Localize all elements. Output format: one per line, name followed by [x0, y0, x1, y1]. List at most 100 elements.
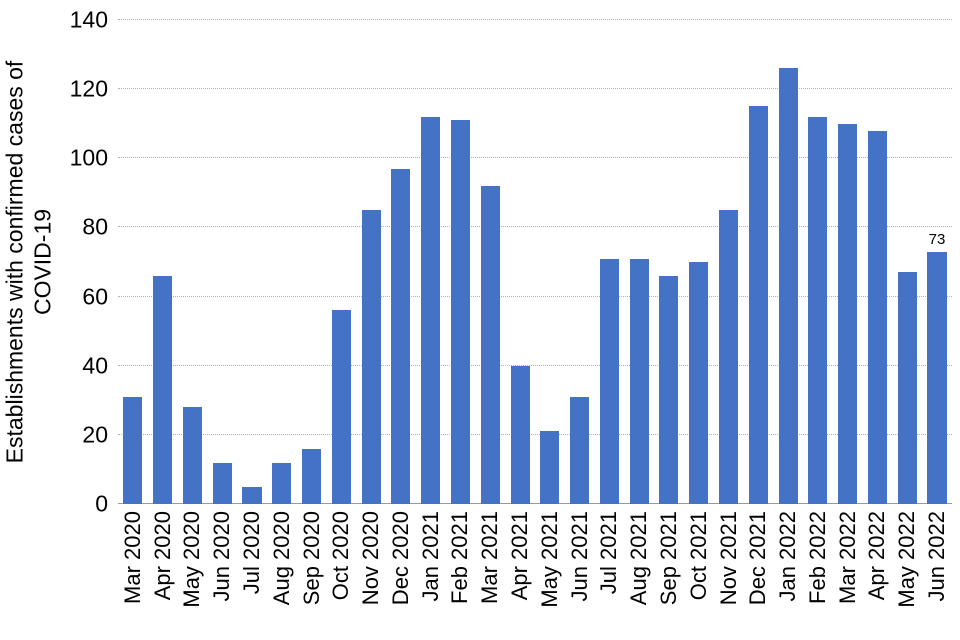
x-tick-cell: Feb 2021: [446, 511, 476, 640]
x-tick-cell: May 2020: [178, 511, 208, 640]
plot-area: 73: [118, 19, 952, 504]
x-tick-cell: Jun 2020: [207, 511, 237, 640]
x-tick-label: May 2020: [179, 511, 205, 608]
bar-column: [773, 20, 803, 504]
x-tick-label: Aug 2021: [626, 511, 652, 606]
x-tick-label: Apr 2020: [149, 511, 175, 601]
x-tick-cell: Dec 2021: [743, 511, 773, 640]
bar-sep-2020: [302, 448, 322, 504]
y-tick-label: 0: [95, 490, 108, 517]
x-tick-cell: Sep 2021: [654, 511, 684, 640]
x-tick-label: Jun 2020: [209, 511, 235, 602]
x-tick-cell: Mar 2022: [833, 511, 863, 640]
bar-may-2022: [897, 272, 917, 504]
x-tick-cell: Nov 2020: [356, 511, 386, 640]
bar-feb-2021: [450, 120, 470, 504]
x-axis-tick-labels: Mar 2020 Apr 2020 May 2020 Jun 2020 Jul 2020…: [118, 504, 952, 640]
x-tick-label: Sep 2021: [655, 511, 681, 606]
x-tick-cell: Apr 2021: [505, 511, 535, 640]
y-tick-label: 60: [82, 283, 108, 310]
x-tick-cell: Nov 2021: [714, 511, 744, 640]
bar-jun-2022: 73: [927, 232, 947, 504]
bar-column: [326, 20, 356, 504]
bar-jan-2022: [778, 68, 798, 504]
x-tick-cell: Oct 2020: [326, 511, 356, 640]
x-tick-cell: May 2021: [535, 511, 565, 640]
bar-mar-2020: [123, 396, 143, 504]
y-axis-title-line: Establishments with confirmed cases of: [1, 60, 28, 464]
x-tick-label: Jul 2020: [239, 511, 265, 595]
bar-column: [118, 20, 148, 504]
bar-jun-2020: [212, 462, 232, 504]
gridlines: [118, 19, 952, 504]
x-tick-cell: Aug 2021: [624, 511, 654, 640]
gridline: [118, 19, 952, 20]
data-label: 73: [928, 230, 946, 248]
bar-column: [595, 20, 625, 504]
x-tick-label: Feb 2021: [447, 511, 473, 604]
x-tick-cell: Feb 2022: [803, 511, 833, 640]
bar-feb-2022: [808, 116, 828, 504]
x-tick-label: Mar 2022: [834, 511, 860, 604]
y-tick-label: 40: [82, 352, 108, 379]
x-tick-label: May 2021: [536, 511, 562, 608]
bar-apr-2021: [510, 365, 530, 504]
y-axis-tick-labels: 0 20 40 60 80 100 120 140: [58, 8, 118, 515]
bar-may-2021: [540, 431, 560, 504]
bar-column: [803, 20, 833, 504]
x-tick-label: Mar 2021: [477, 511, 503, 604]
bar-column: [416, 20, 446, 504]
bar-column: [743, 20, 773, 504]
x-tick-cell: May 2022: [892, 511, 922, 640]
x-tick-cell: Sep 2020: [297, 511, 327, 640]
x-tick-label: Jun 2021: [566, 511, 592, 602]
x-tick-label: Jun 2022: [923, 511, 949, 602]
bar-apr-2022: [867, 130, 887, 504]
x-tick-label: Dec 2020: [387, 511, 413, 606]
bar-jul-2020: [242, 486, 262, 504]
bar-jul-2021: [599, 258, 619, 504]
bar-column: [505, 20, 535, 504]
gridline: [118, 157, 952, 159]
x-tick-label: May 2022: [894, 511, 920, 608]
bar-column: [148, 20, 178, 504]
gridline: [118, 364, 952, 366]
x-tick-cell: Apr 2020: [148, 511, 178, 640]
x-tick-label: Sep 2020: [298, 511, 324, 606]
x-tick-label: Jan 2022: [775, 511, 801, 602]
bar-column: [178, 20, 208, 504]
y-tick-label: 80: [82, 213, 108, 240]
x-tick-cell: Jul 2020: [237, 511, 267, 640]
x-tick-label: Jan 2021: [417, 511, 443, 602]
bar-apr-2020: [153, 275, 173, 504]
bar-column: [714, 20, 744, 504]
bar-nov-2020: [361, 210, 381, 504]
bar-column: [535, 20, 565, 504]
bar-column: [863, 20, 893, 504]
x-tick-cell: Jan 2022: [773, 511, 803, 640]
bar-jun-2021: [570, 396, 590, 504]
x-tick-label: Aug 2020: [268, 511, 294, 606]
gridline: [118, 88, 952, 90]
x-tick-label: Apr 2021: [507, 511, 533, 601]
x-tick-label: Nov 2021: [715, 511, 741, 606]
x-tick-cell: Jul 2021: [595, 511, 625, 640]
x-tick-label: Apr 2022: [864, 511, 890, 601]
bar-aug-2021: [629, 258, 649, 504]
x-tick-cell: Oct 2021: [684, 511, 714, 640]
x-tick-cell: Apr 2022: [863, 511, 893, 640]
x-tick-cell: Jun 2022: [922, 511, 952, 640]
x-tick-cell: Dec 2020: [386, 511, 416, 640]
bar-column: [565, 20, 595, 504]
bar-column: [624, 20, 654, 504]
bar-column: [297, 20, 327, 504]
y-tick-label: 20: [82, 421, 108, 448]
bar-column: [892, 20, 922, 504]
bar-column: [446, 20, 476, 504]
x-tick-cell: Jun 2021: [565, 511, 595, 640]
bar-may-2020: [182, 407, 202, 504]
bar-oct-2021: [689, 262, 709, 504]
x-tick-cell: Mar 2020: [118, 511, 148, 640]
bars: 73: [118, 20, 952, 504]
